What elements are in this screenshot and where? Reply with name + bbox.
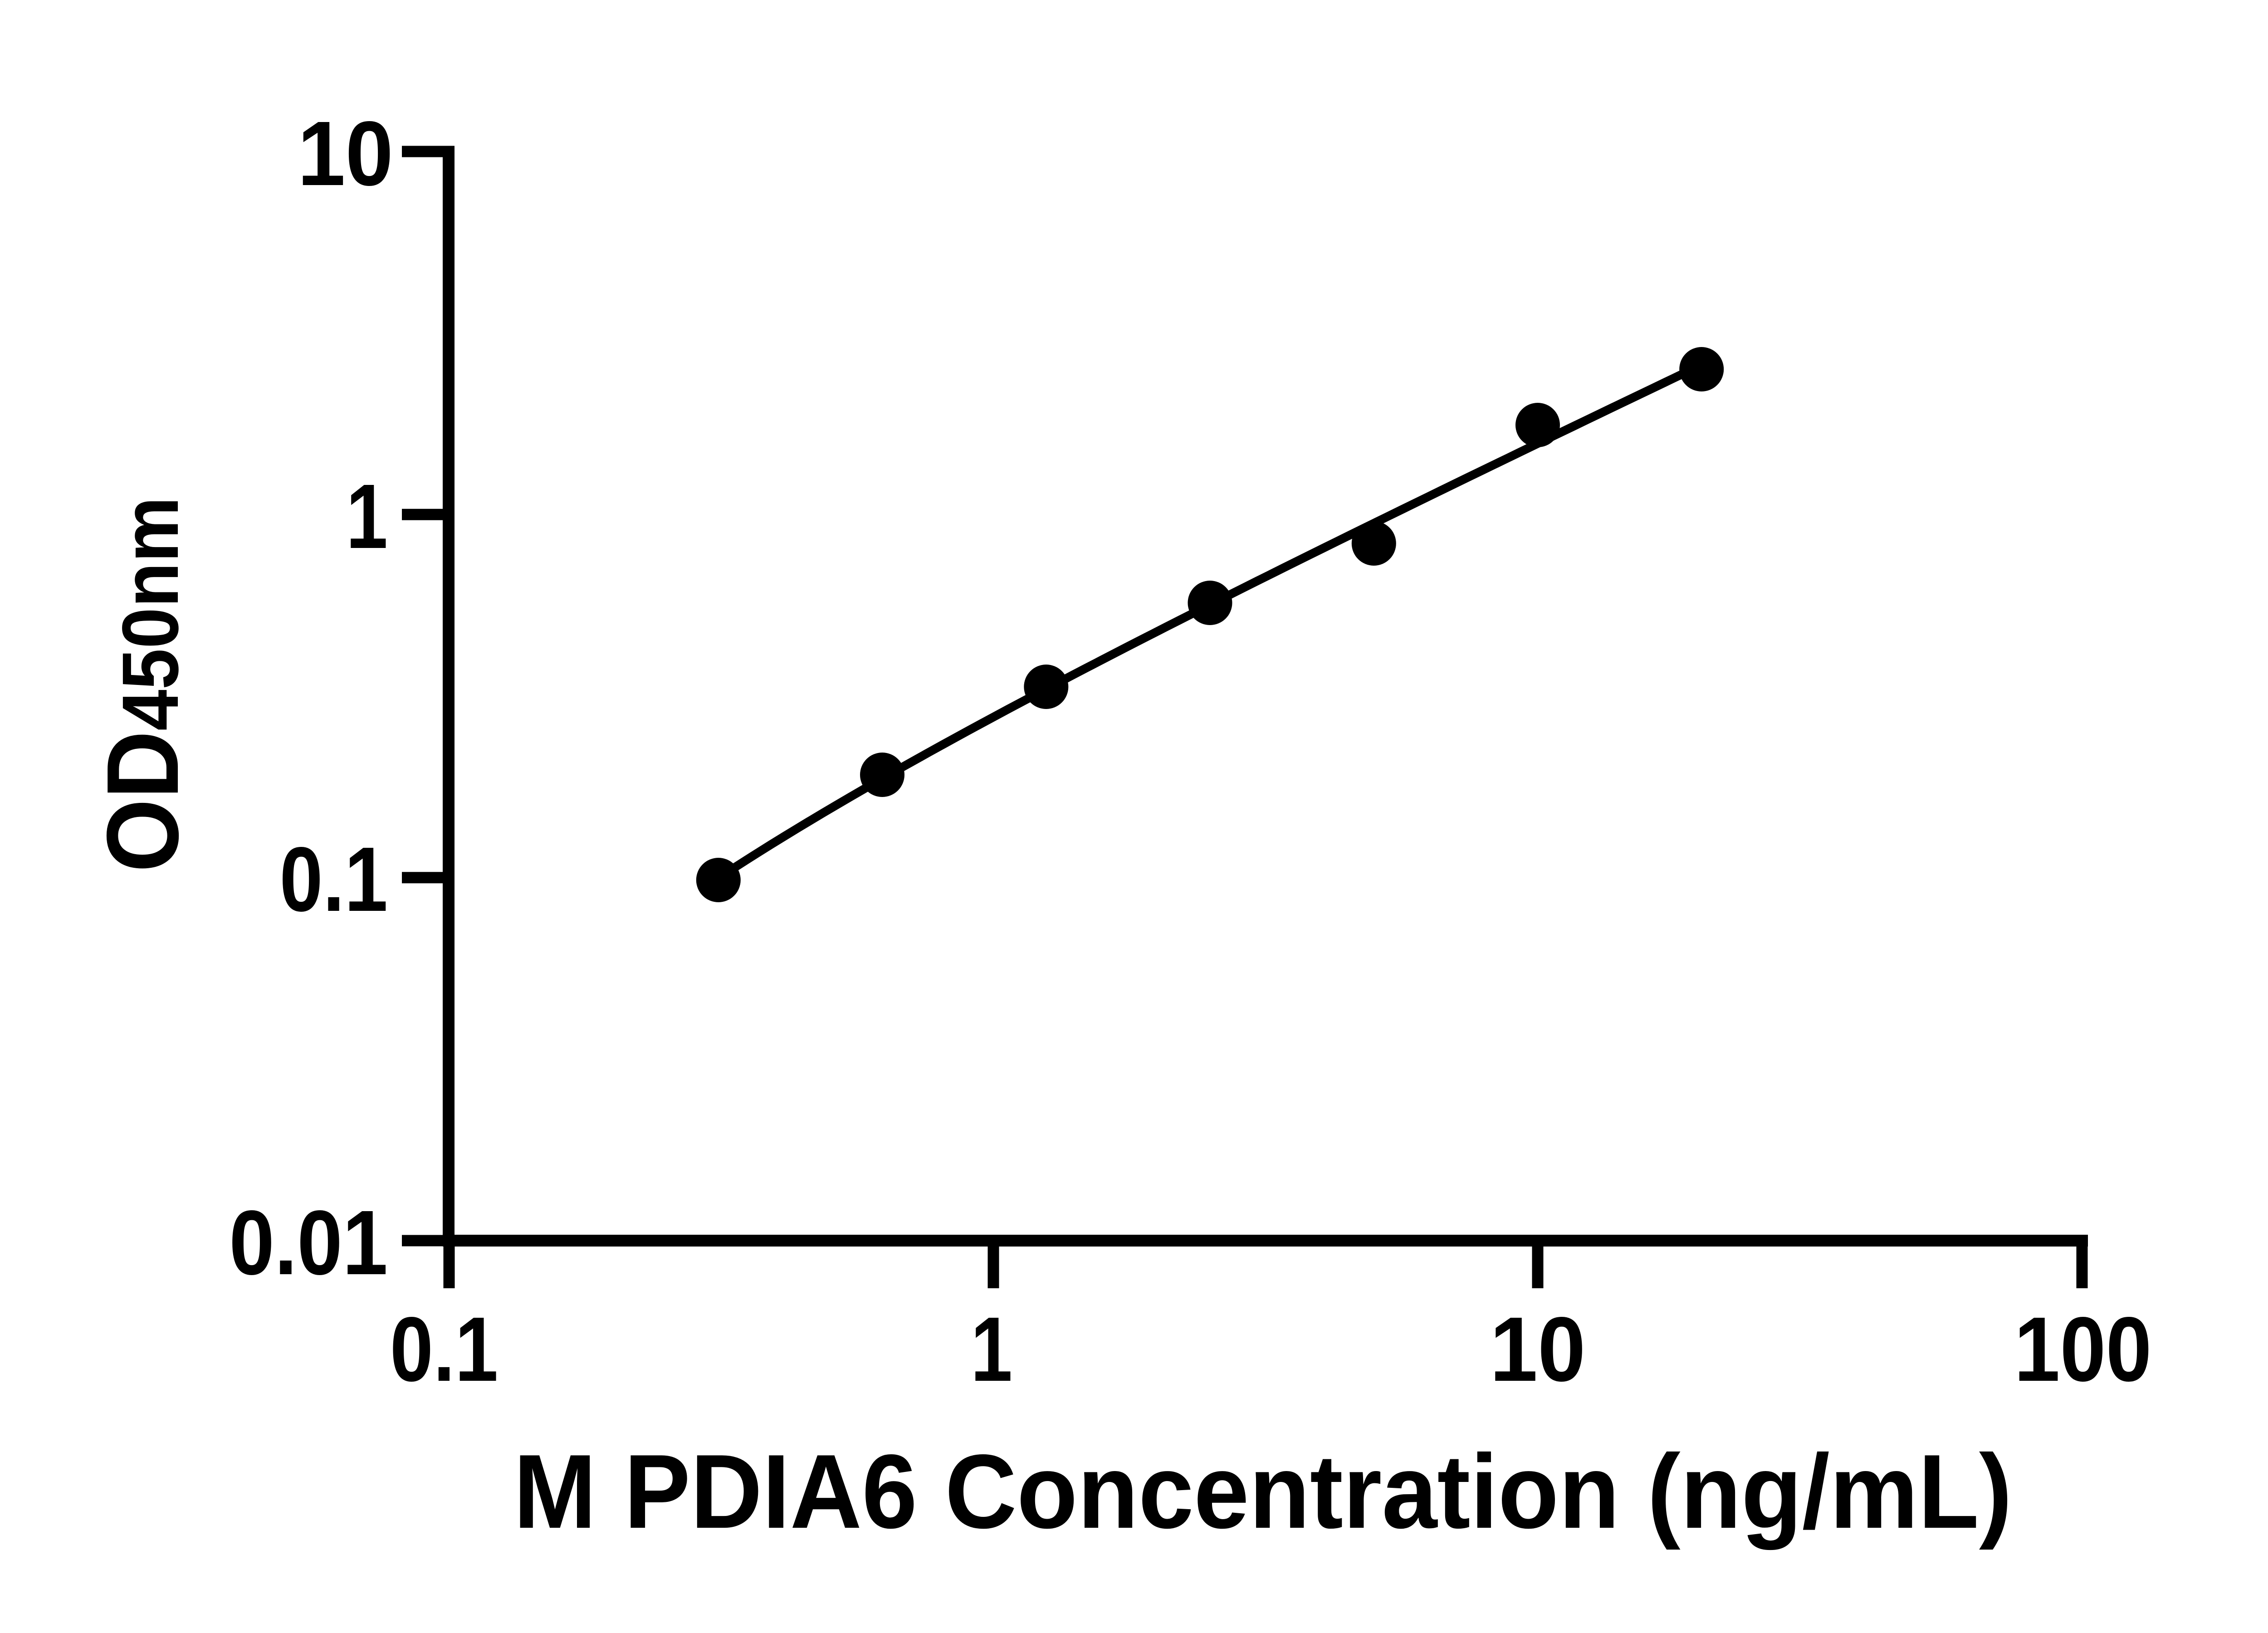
- svg-text:0.1: 0.1: [390, 1298, 499, 1400]
- svg-text:0.1: 0.1: [279, 828, 388, 930]
- svg-text:10: 10: [1490, 1298, 1585, 1401]
- svg-text:M PDIA6 Concentration (ng/mL): M PDIA6 Concentration (ng/mL): [513, 1433, 2012, 1550]
- svg-text:1: 1: [346, 465, 388, 567]
- svg-text:10: 10: [298, 103, 393, 205]
- svg-text:100: 100: [2014, 1298, 2151, 1400]
- svg-text:0.01: 0.01: [229, 1191, 388, 1294]
- svg-text:1: 1: [971, 1298, 1012, 1400]
